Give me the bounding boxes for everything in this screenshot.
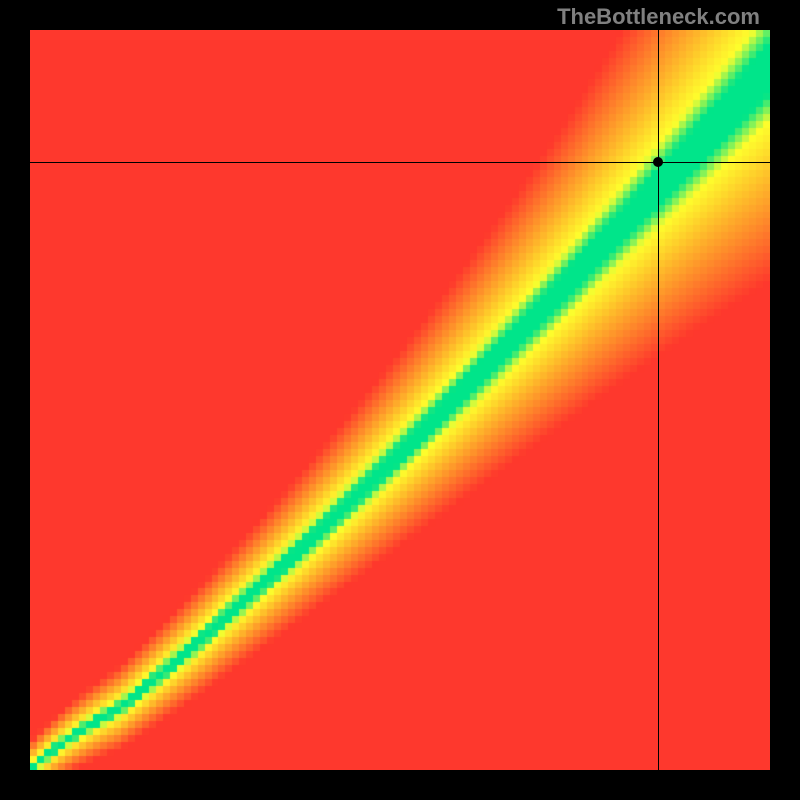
crosshair-marker (653, 157, 663, 167)
crosshair-vertical (658, 30, 659, 770)
heatmap-canvas (30, 30, 770, 770)
watermark-text: TheBottleneck.com (557, 4, 760, 30)
heatmap-plot (30, 30, 770, 770)
